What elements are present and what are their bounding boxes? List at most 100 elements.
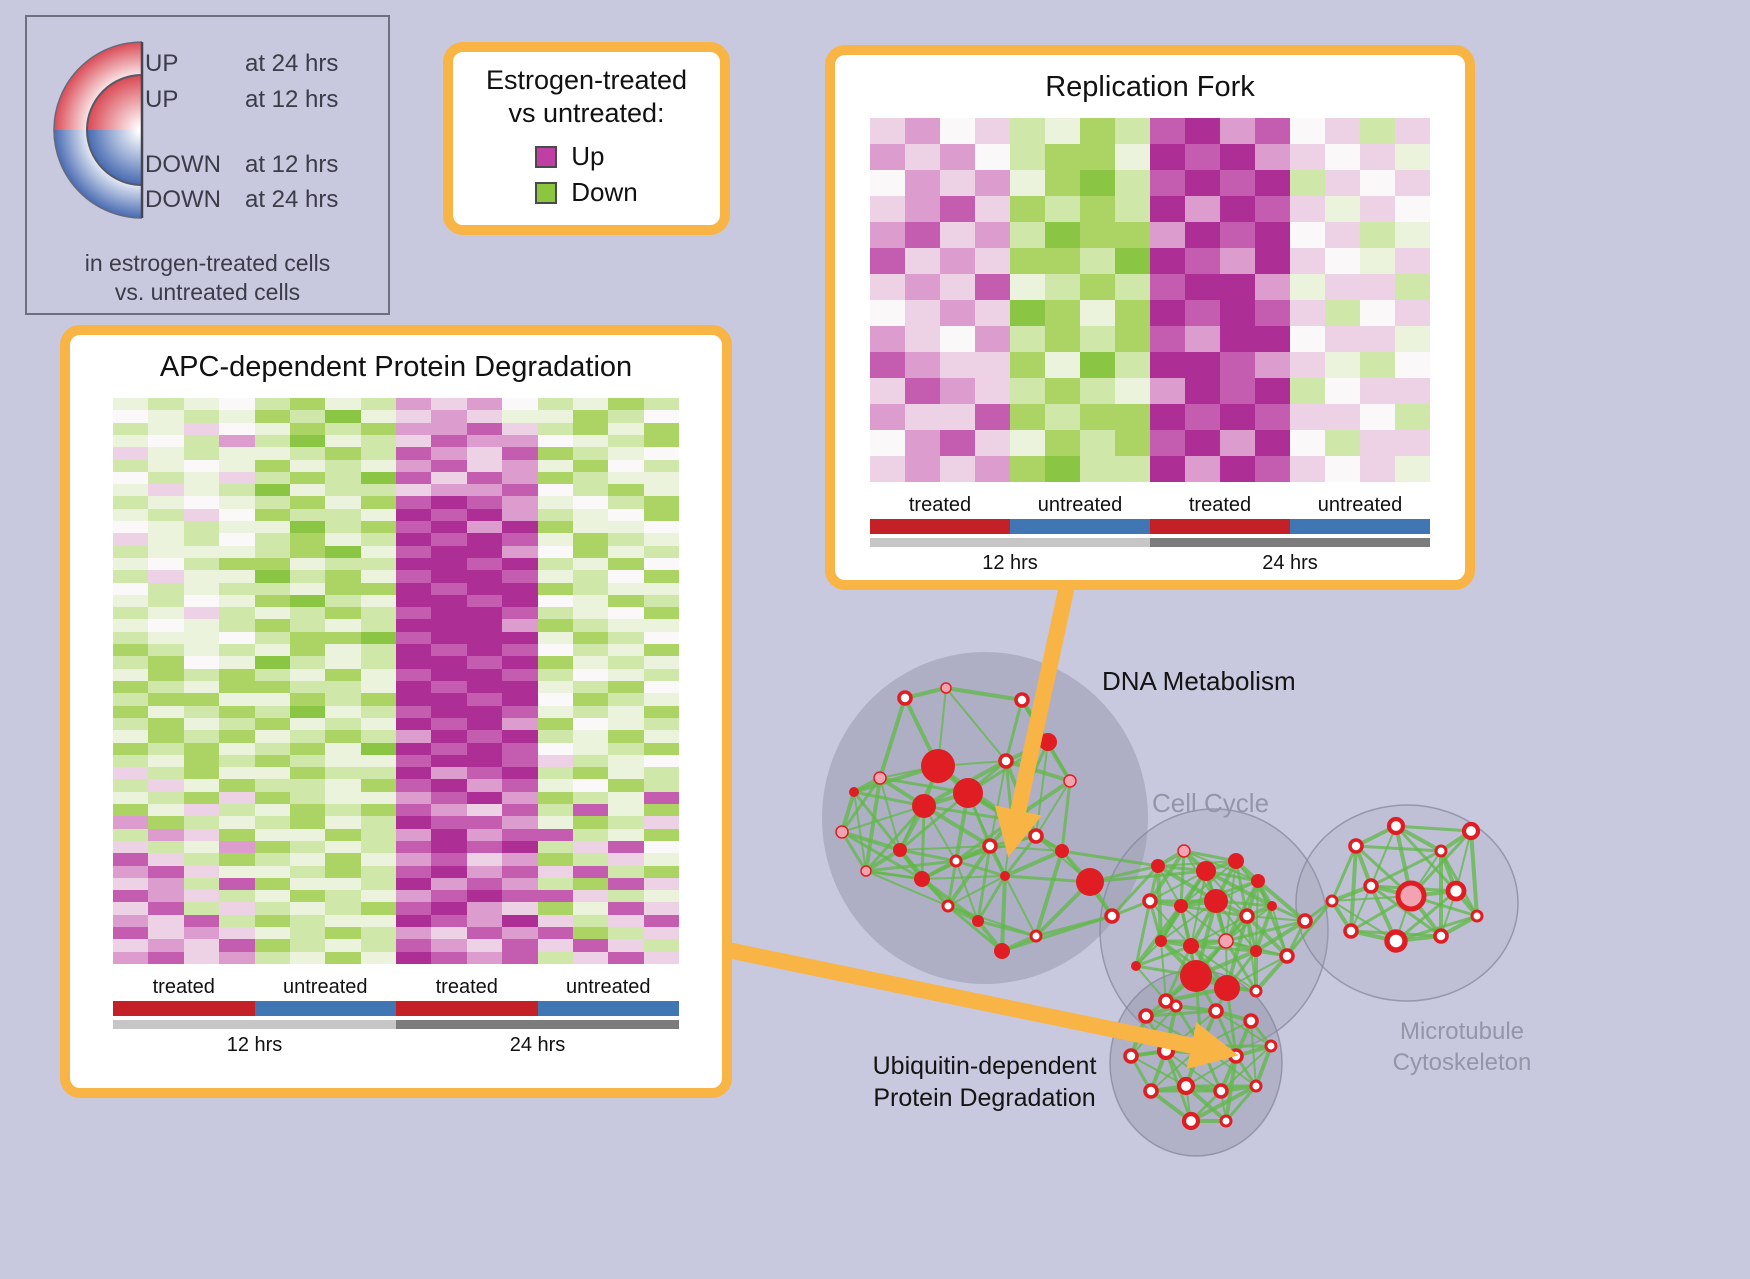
heatmap-cell — [502, 447, 538, 460]
heatmap-cell — [219, 410, 255, 423]
heatmap-cell — [608, 398, 644, 411]
heatmap-cell — [537, 570, 573, 583]
heatmap-cell — [1325, 430, 1360, 456]
heatmap-cell — [502, 508, 538, 522]
heatmap-cell — [219, 459, 255, 472]
treated-bar — [870, 519, 1010, 534]
heatmap-cell — [643, 631, 679, 645]
heatmap-cell — [431, 631, 467, 645]
heatmap-cell — [396, 619, 432, 632]
heatmap-cell — [1080, 274, 1115, 300]
network-edge — [976, 845, 992, 922]
heatmap-cell — [396, 508, 432, 522]
heatmap-cell — [325, 742, 361, 755]
heatmap-cell — [905, 352, 940, 378]
heatmap-cell — [1080, 144, 1115, 170]
heatmap-cell — [396, 939, 432, 952]
heatmap-cell — [975, 378, 1010, 404]
network-node — [1434, 844, 1448, 858]
network-node — [998, 753, 1014, 769]
heatmap-cell — [396, 767, 432, 780]
heatmap-cell — [608, 459, 644, 472]
heatmap-cell — [1220, 378, 1255, 404]
heatmap-cell — [113, 705, 149, 718]
heatmap-cell — [113, 902, 149, 915]
heatmap-cell — [396, 471, 432, 485]
network-node — [1445, 880, 1467, 902]
heatmap-cell — [466, 865, 503, 878]
heatmap-cell — [360, 668, 396, 681]
network-edge — [1370, 825, 1397, 887]
heatmap-cell — [254, 434, 290, 448]
heatmap-cell — [219, 779, 255, 792]
heatmap-cell — [113, 533, 149, 546]
heatmap-cell — [1045, 170, 1080, 196]
heatmap-cell — [396, 828, 432, 841]
heatmap-cell — [289, 828, 326, 841]
heatmap-cell — [502, 496, 538, 509]
heatmap-cell — [113, 607, 149, 620]
heatmap-cell — [325, 508, 361, 522]
heatmap-cell — [183, 853, 220, 866]
heatmap-cell — [1395, 300, 1430, 326]
down-12-label: DOWN — [145, 151, 221, 178]
heatmap-cell — [325, 828, 361, 841]
heatmap-cell — [113, 471, 149, 485]
heatmap-cell — [431, 939, 467, 952]
heatmap-cell — [466, 705, 503, 718]
heatmap-cell — [289, 582, 326, 595]
heatmap-cell — [254, 816, 290, 829]
heatmap-cell — [360, 607, 396, 620]
heatmap-cell — [1255, 456, 1290, 482]
heatmap-cell — [940, 248, 975, 274]
heatmap-cell — [572, 619, 609, 632]
treatment-group-label: treated — [435, 976, 498, 998]
heatmap-cell — [572, 521, 609, 534]
heatmap-cell — [870, 326, 905, 352]
up-legend-label: Up — [571, 141, 605, 171]
heatmap-cell — [148, 496, 184, 509]
heatmap-cell — [183, 496, 220, 509]
heatmap-cell — [643, 779, 679, 792]
heatmap-cell — [148, 804, 184, 817]
heatmap-cell — [502, 877, 538, 891]
heatmap-cell — [254, 791, 290, 805]
heatmap-cell — [396, 914, 432, 928]
heatmap-cell — [502, 939, 538, 952]
heatmap-cell — [1255, 326, 1290, 352]
heatmap-cell — [183, 459, 220, 472]
heatmap-cell — [1045, 144, 1080, 170]
heatmap-cell — [431, 582, 467, 595]
network-node — [1264, 1039, 1278, 1053]
heatmap-cell — [360, 730, 396, 743]
network-edge — [1190, 944, 1257, 953]
heatmap-cell — [183, 422, 220, 435]
treatment-group-label: treated — [1188, 494, 1252, 516]
heatmap-cell — [325, 779, 361, 792]
heatmap-cell — [183, 410, 220, 423]
heatmap-cell — [1360, 170, 1395, 196]
heatmap-cell — [431, 557, 467, 571]
heatmap-cell — [537, 631, 573, 645]
heatmap-cell — [360, 717, 396, 731]
heatmap-cell — [148, 545, 184, 558]
heatmap-cell — [183, 717, 220, 731]
heatmap-cell — [219, 398, 255, 411]
heatmap-cell — [1360, 118, 1395, 144]
heatmap-cell — [254, 484, 290, 497]
heatmap-cell — [502, 804, 538, 817]
heatmap-cell — [431, 914, 467, 928]
heatmap-cell — [431, 447, 467, 460]
heatmap-cell — [1290, 196, 1325, 222]
heatmap-cell — [502, 619, 538, 632]
heatmap-cell — [643, 607, 679, 620]
heatmap-cell — [219, 607, 255, 620]
network-node — [941, 899, 955, 913]
heatmap-cell — [1080, 430, 1115, 456]
heatmap-cell — [325, 607, 361, 620]
untreated-bar — [254, 1001, 396, 1016]
heatmap-cell — [183, 816, 220, 829]
heatmap-cell — [289, 607, 326, 620]
heatmap-cell — [1010, 144, 1045, 170]
heatmap-cell — [870, 378, 905, 404]
